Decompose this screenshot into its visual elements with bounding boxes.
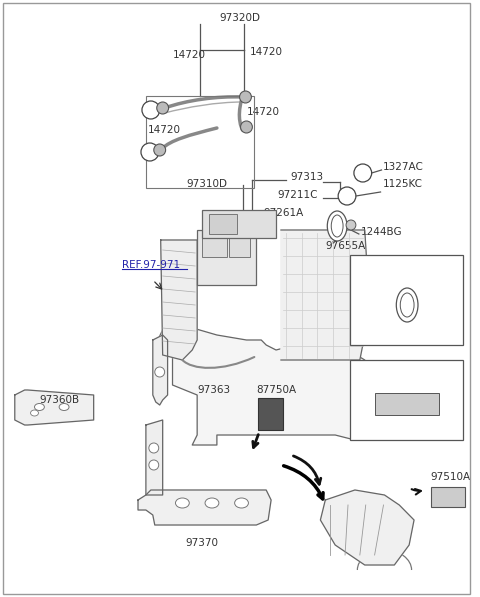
Bar <box>258 398 283 430</box>
Text: 97313: 97313 <box>291 172 324 182</box>
Polygon shape <box>161 240 197 360</box>
Text: A: A <box>344 192 350 201</box>
Text: 14720: 14720 <box>250 47 282 57</box>
Circle shape <box>346 220 356 230</box>
Polygon shape <box>320 490 414 565</box>
Bar <box>197 230 256 285</box>
Ellipse shape <box>327 211 347 241</box>
Text: 1125KC: 1125KC <box>383 179 422 189</box>
Circle shape <box>154 144 166 156</box>
Text: 14720: 14720 <box>148 125 181 135</box>
Text: (4DOOR SEDAN): (4DOOR SEDAN) <box>367 368 447 378</box>
Polygon shape <box>281 230 370 360</box>
Text: 1244BG: 1244BG <box>361 227 402 237</box>
Text: REF.97-971: REF.97-971 <box>122 260 180 270</box>
Ellipse shape <box>400 293 414 317</box>
Circle shape <box>240 91 252 103</box>
Bar <box>374 393 439 415</box>
Polygon shape <box>146 420 163 495</box>
Text: 97655A: 97655A <box>387 330 427 340</box>
Circle shape <box>240 121 252 133</box>
Circle shape <box>142 101 160 119</box>
Circle shape <box>141 143 159 161</box>
Bar <box>228 235 251 257</box>
Text: B: B <box>360 168 366 177</box>
Ellipse shape <box>235 498 249 508</box>
Circle shape <box>338 187 356 205</box>
Text: A: A <box>146 147 153 156</box>
Bar <box>431 487 465 507</box>
Circle shape <box>149 460 159 470</box>
Text: B: B <box>148 106 154 115</box>
Bar <box>350 255 463 345</box>
Text: 97363: 97363 <box>197 385 230 395</box>
Bar <box>202 235 227 257</box>
Text: 87750A: 87750A <box>256 385 296 395</box>
Ellipse shape <box>176 498 189 508</box>
Polygon shape <box>158 318 374 445</box>
Text: 97655A: 97655A <box>325 241 366 251</box>
Text: 97360B: 97360B <box>39 395 80 405</box>
Ellipse shape <box>35 404 44 411</box>
Bar <box>350 360 463 440</box>
Ellipse shape <box>31 410 38 416</box>
Bar <box>146 96 254 188</box>
Text: 14720: 14720 <box>172 50 205 60</box>
Circle shape <box>354 164 372 182</box>
Text: 97261A: 97261A <box>263 208 303 218</box>
Text: 97310D: 97310D <box>187 179 228 189</box>
Bar <box>209 214 237 234</box>
Text: 97510B: 97510B <box>387 382 427 392</box>
Polygon shape <box>15 390 94 425</box>
Text: 97320D: 97320D <box>219 13 260 23</box>
Ellipse shape <box>396 288 418 322</box>
Text: 14720: 14720 <box>246 107 279 117</box>
Text: 97370: 97370 <box>186 538 218 548</box>
Text: 1327AC: 1327AC <box>383 162 423 172</box>
Polygon shape <box>138 490 271 525</box>
Bar <box>202 210 276 238</box>
Ellipse shape <box>59 404 69 411</box>
Text: 97211C: 97211C <box>277 190 317 200</box>
Text: 97510A: 97510A <box>431 472 471 482</box>
Ellipse shape <box>331 215 343 237</box>
Circle shape <box>157 102 168 114</box>
Polygon shape <box>153 335 168 405</box>
Ellipse shape <box>205 498 219 508</box>
Circle shape <box>155 367 165 377</box>
Text: (W/O AIR CON): (W/O AIR CON) <box>371 263 444 273</box>
Circle shape <box>149 443 159 453</box>
